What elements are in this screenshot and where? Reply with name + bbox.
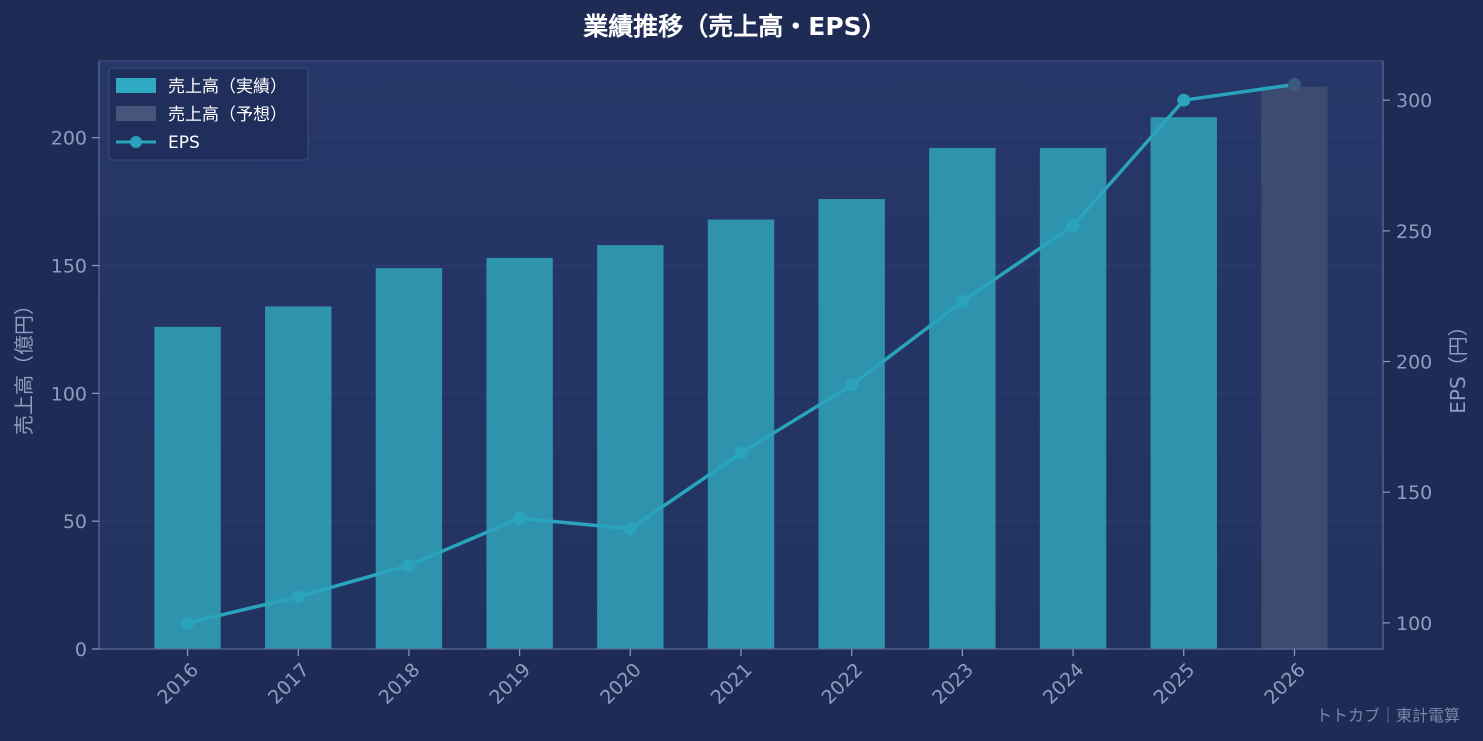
chart-title: 業績推移（売上高・EPS）	[583, 12, 886, 41]
right-tick-label: 100	[1396, 613, 1432, 635]
bar-actual-2016	[154, 326, 221, 649]
bar-actual-2021	[707, 219, 775, 650]
left-tick-label: 0	[75, 639, 87, 661]
eps-point-2022	[845, 378, 859, 392]
left-tick-label: 200	[51, 128, 87, 150]
eps-point-2017	[291, 590, 305, 604]
right-axis-title: EPS（円）	[1446, 316, 1470, 413]
bar-actual-2019	[486, 257, 553, 649]
bar-actual-2022	[818, 199, 885, 649]
left-tick-label: 100	[51, 383, 87, 405]
left-axis-title: 売上高（億円）	[12, 295, 36, 435]
eps-point-2026	[1287, 78, 1301, 92]
bar-actual-2023	[929, 147, 996, 649]
left-tick-label: 50	[63, 511, 87, 533]
source-credit: トトカブ｜東計電算	[1316, 706, 1460, 725]
left-tick-label: 150	[51, 256, 87, 278]
legend-marker-eps	[130, 136, 142, 148]
eps-point-2019	[513, 511, 527, 525]
eps-point-2024	[1066, 219, 1080, 233]
right-tick-label: 250	[1396, 221, 1432, 243]
eps-point-2023	[955, 294, 969, 308]
eps-point-2016	[181, 616, 195, 630]
eps-point-2021	[734, 446, 748, 460]
legend-swatch-forecast	[116, 106, 156, 121]
legend-box	[108, 67, 309, 161]
eps-point-2025	[1177, 93, 1191, 107]
legend-label-actual: 売上高（実績）	[168, 77, 287, 97]
right-tick-label: 300	[1396, 90, 1432, 112]
legend: 売上高（実績） 売上高（予想） EPS	[108, 67, 309, 161]
bar-forecast-2026	[1261, 86, 1328, 650]
bar-actual-2020	[597, 245, 664, 649]
legend-label-eps: EPS	[168, 133, 200, 153]
legend-label-forecast: 売上高（予想）	[168, 105, 287, 125]
eps-point-2018	[402, 558, 416, 572]
right-tick-label: 200	[1396, 352, 1432, 374]
bar-actual-2025	[1150, 117, 1217, 650]
legend-swatch-actual	[116, 78, 156, 93]
eps-point-2020	[623, 522, 637, 536]
right-tick-label: 150	[1396, 482, 1432, 504]
bars	[154, 86, 1328, 650]
eps-line-series	[181, 78, 1301, 630]
bar-actual-2018	[375, 268, 443, 649]
